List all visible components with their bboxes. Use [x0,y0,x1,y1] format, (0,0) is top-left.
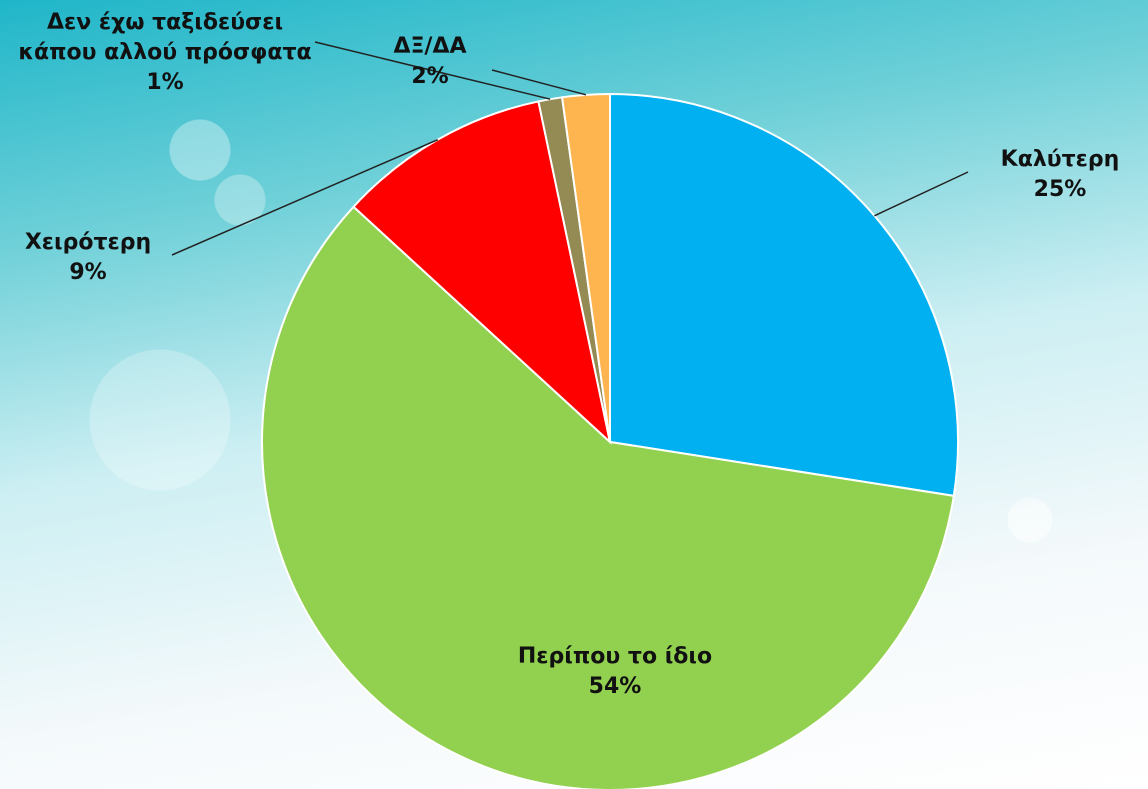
category-label: Δεν έχω ταξιδεύσει κάπου αλλού πρόσφατα [18,10,312,65]
data-label: Περίπου το ίδιο 54% [455,642,775,702]
data-label: Καλύτερη 25% [980,145,1140,205]
data-label: ΔΞ/ΔΑ 2% [370,32,490,92]
value-label: 9% [69,260,107,285]
pie-slice [261,205,955,789]
value-label: 25% [1033,177,1087,202]
pie-slice [560,92,611,443]
category-label: Καλύτερη [1000,147,1120,172]
value-label: 1% [146,70,184,95]
category-label: ΔΞ/ΔΑ [393,34,467,59]
category-label: Περίπου το ίδιο [517,644,713,669]
category-label: Χειρότερη [24,230,152,255]
data-label: Χειρότερη 9% [8,228,168,288]
data-label: Δεν έχω ταξιδεύσει κάπου αλλού πρόσφατα 1… [15,8,315,98]
value-label: 2% [411,64,449,89]
leader-line [491,69,587,96]
leader-line [874,171,969,217]
leader-line [171,138,439,256]
value-label: 54% [588,674,642,699]
pie-slice [609,92,959,497]
leader-line [314,41,551,100]
